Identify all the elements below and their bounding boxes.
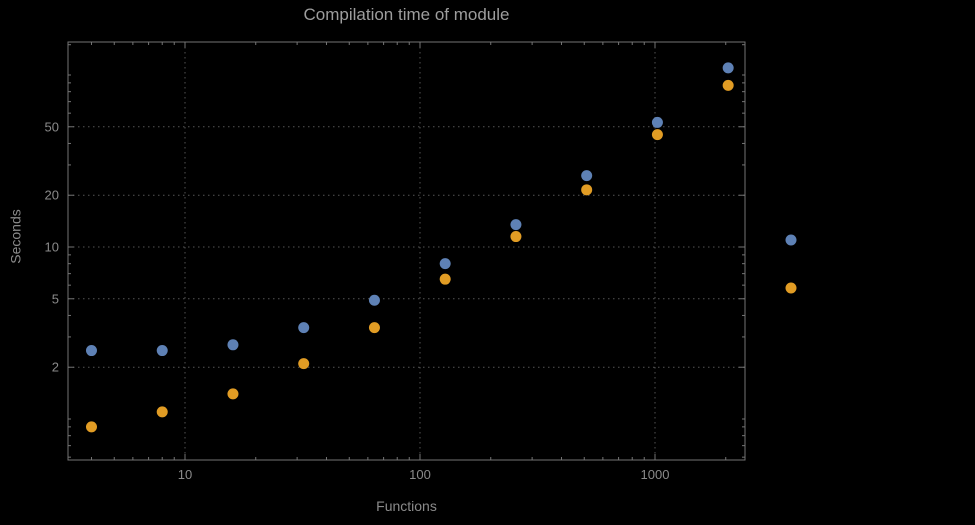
data-point-blue-series (510, 219, 522, 231)
y-tick-label: 50 (45, 119, 59, 134)
data-point-blue-series (298, 322, 310, 334)
data-point-orange-series (85, 421, 97, 433)
data-point-blue-series (651, 116, 663, 128)
y-tick-label: 5 (52, 291, 59, 306)
data-point-orange-series (368, 322, 380, 334)
x-tick-label: 100 (409, 467, 431, 482)
data-point-blue-series (368, 294, 380, 306)
data-point-orange-series (298, 358, 310, 370)
data-point-blue-series (722, 62, 734, 74)
data-point-blue-series (227, 339, 239, 351)
data-point-orange-series (156, 406, 168, 418)
legend-marker-orange-series (785, 282, 797, 294)
x-tick-label: 10 (178, 467, 192, 482)
data-point-orange-series (439, 273, 451, 285)
data-point-orange-series (722, 79, 734, 91)
data-point-blue-series (439, 258, 451, 270)
plot-frame (67, 41, 746, 461)
x-axis-label: Functions (376, 498, 437, 514)
data-point-orange-series (581, 184, 593, 196)
data-point-orange-series (651, 129, 663, 141)
chart-title: Compilation time of module (303, 5, 510, 24)
data-point-blue-series (581, 170, 593, 182)
data-point-blue-series (156, 345, 168, 357)
y-tick-label: 20 (45, 188, 59, 203)
data-point-orange-series (227, 388, 239, 400)
y-tick-label: 2 (52, 360, 59, 375)
x-tick-label: 1000 (641, 467, 670, 482)
data-point-orange-series (510, 231, 522, 243)
legend-marker-blue-series (785, 234, 797, 246)
data-point-blue-series (85, 345, 97, 357)
y-tick-label: 10 (45, 240, 59, 255)
